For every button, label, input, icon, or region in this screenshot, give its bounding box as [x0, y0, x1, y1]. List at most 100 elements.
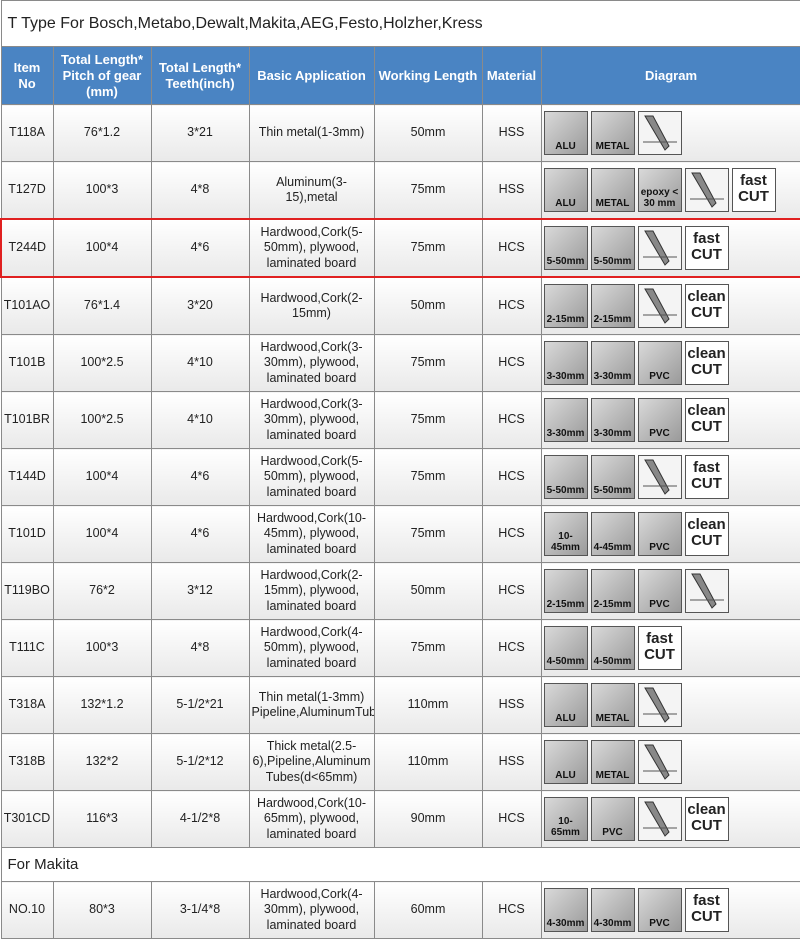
icon-label: 4-45mm — [593, 542, 632, 553]
icon-label: ALU — [555, 141, 576, 152]
section-title: For Makita — [0, 847, 800, 882]
blade-row: T101BR 100*2.5 4*10 Hardwood,Cork(3-30mm), … — [0, 391, 800, 449]
cell-pitch: 100*4 — [52, 218, 152, 278]
cell-application: Hardwood,Cork(5-50mm), plywood, laminate… — [248, 448, 375, 506]
header-row: Item No Total Length* Pitch of gear (mm) T… — [0, 46, 800, 105]
icon-label: 4-30mm — [593, 918, 632, 929]
icon-label: METAL — [595, 141, 630, 152]
icon-label: PVC — [602, 827, 623, 838]
icon-label: ALU — [555, 770, 576, 781]
blade-sketch — [638, 285, 681, 327]
icon-label: 2-15mm — [593, 599, 632, 610]
icon — [637, 111, 682, 155]
blade-row: T301CD 116*3 4-1/2*8 Hardwood,Cork(10-65mm)… — [0, 790, 800, 848]
cell-application: Hardwood,Cork(4-50mm), plywood, laminate… — [248, 619, 375, 677]
icon-label: PVC — [649, 371, 670, 382]
cell-teeth: 3*20 — [150, 276, 250, 335]
cell-pitch: 100*4 — [52, 448, 152, 506]
icon: fast CUT — [684, 226, 729, 270]
icon-label: 5-50mm — [546, 256, 585, 267]
cell-length: 90mm — [373, 790, 483, 848]
cell-pitch: 76*1.4 — [52, 276, 152, 335]
cell-length: 75mm — [373, 218, 483, 278]
cell-application: Thin metal(1-3mm) Pipeline,AluminumTubes… — [248, 676, 375, 734]
cell-length: 110mm — [373, 733, 483, 791]
icon-label: fast CUT — [691, 892, 722, 925]
diagram-cell: ALU METAL — [540, 733, 800, 791]
section-row: For Makita — [0, 847, 800, 882]
diagram-cell: 3-30mm 3-30mm PVC clean CUT — [540, 391, 800, 449]
blade-sketch — [685, 570, 728, 612]
cell-item: T101AO — [0, 276, 54, 335]
icon: 3-30mm — [543, 398, 588, 442]
icon-label: fast CUT — [691, 230, 722, 263]
icon-label: 4-50mm — [546, 656, 585, 667]
cell-material: HCS — [481, 881, 542, 939]
cell-application: Aluminum(3-15),metal — [248, 161, 375, 220]
icon: PVC — [637, 888, 682, 932]
cell-teeth: 5-1/2*21 — [150, 676, 250, 734]
cell-item: T301CD — [0, 790, 54, 848]
icon-label: fast CUT — [644, 630, 675, 663]
icon-label: PVC — [649, 599, 670, 610]
icon: 4-30mm — [543, 888, 588, 932]
icon-label: 10-45mm — [551, 531, 580, 553]
icon-label: 2-15mm — [593, 314, 632, 325]
blade-row: T244D 100*4 4*6 Hardwood,Cork(5-50mm), plyw… — [0, 218, 800, 278]
icon: 2-15mm — [543, 569, 588, 613]
blade-sketch — [638, 227, 681, 269]
cell-item: T318A — [0, 676, 54, 734]
cell-item: T101B — [0, 334, 54, 392]
icon: 10-45mm — [543, 512, 588, 556]
blade-row: NO.10 80*3 3-1/4*8 Hardwood,Cork(4-30mm), p… — [0, 881, 800, 939]
cell-application: Hardwood,Cork(10-45mm), plywood, laminat… — [248, 505, 375, 563]
icon: ALU — [543, 168, 588, 212]
icon: clean CUT — [684, 341, 729, 385]
diagram-cell: ALU METAL — [540, 104, 800, 162]
icon-label: ALU — [555, 713, 576, 724]
column-header: Total Length* Teeth(inch) — [150, 46, 250, 105]
icon: METAL — [590, 740, 635, 784]
icon-label: clean CUT — [687, 516, 726, 549]
column-header: Working Length — [373, 46, 483, 105]
column-header: Diagram — [540, 46, 800, 105]
icon-label: 2-15mm — [546, 599, 585, 610]
icon: 5-50mm — [590, 226, 635, 270]
cell-teeth: 4*6 — [150, 448, 250, 506]
cell-teeth: 4*10 — [150, 391, 250, 449]
icon-label: 3-30mm — [546, 371, 585, 382]
icon: METAL — [590, 111, 635, 155]
blade-row: T118A 76*1.2 3*21 Thin metal(1-3mm) 50mm HSS A… — [0, 104, 800, 162]
diagram-cell: 3-30mm 3-30mm PVC clean CUT — [540, 334, 800, 392]
icon: fast CUT — [731, 168, 776, 212]
column-header: Item No — [0, 46, 54, 105]
icon: PVC — [637, 512, 682, 556]
icon: PVC — [637, 398, 682, 442]
cell-material: HCS — [481, 790, 542, 848]
blade-row: T101AO 76*1.4 3*20 Hardwood,Cork(2-15mm) 50m… — [0, 276, 800, 335]
cell-pitch: 100*3 — [52, 619, 152, 677]
icon: fast CUT — [684, 888, 729, 932]
icon — [637, 797, 682, 841]
icon-label: ALU — [555, 198, 576, 209]
cell-item: T127D — [0, 161, 54, 220]
cell-material: HCS — [481, 391, 542, 449]
diagram-cell: 2-15mm 2-15mm PVC — [540, 562, 800, 620]
cell-item: T101D — [0, 505, 54, 563]
icon: PVC — [637, 341, 682, 385]
cell-length: 75mm — [373, 161, 483, 220]
cell-length: 50mm — [373, 562, 483, 620]
cell-pitch: 100*2.5 — [52, 391, 152, 449]
icon: ALU — [543, 111, 588, 155]
icon-label: PVC — [649, 542, 670, 553]
icon-label: PVC — [649, 918, 670, 929]
icon-label: PVC — [649, 428, 670, 439]
diagram-cell: 5-50mm 5-50mm fast CUT — [540, 218, 800, 278]
icon: clean CUT — [684, 797, 729, 841]
column-header: Total Length* Pitch of gear (mm) — [52, 46, 152, 105]
icon-label: clean CUT — [687, 801, 726, 834]
blade-row: T144D 100*4 4*6 Hardwood,Cork(5-50mm), plyw… — [0, 448, 800, 506]
cell-item: NO.10 — [0, 881, 54, 939]
icon: 3-30mm — [543, 341, 588, 385]
